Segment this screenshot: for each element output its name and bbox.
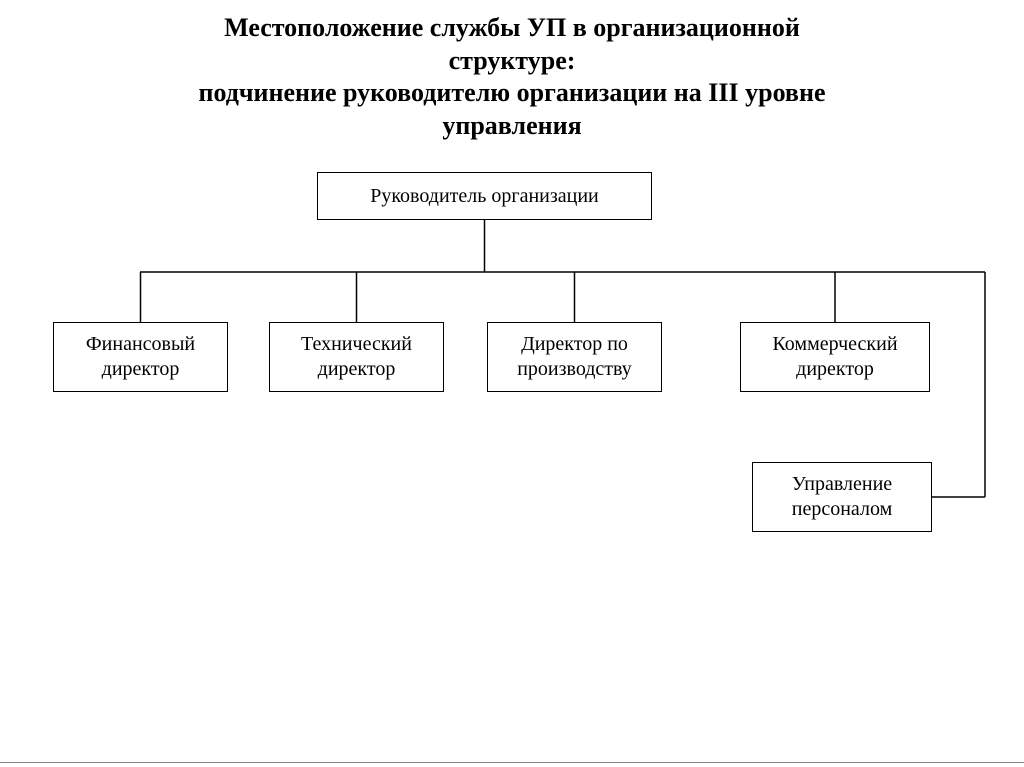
org-node-fin: Финансовый директор: [53, 322, 228, 392]
org-node-comm: Коммерческий директор: [740, 322, 930, 392]
title-line-2: структуре:: [449, 46, 576, 75]
bottom-divider: [0, 762, 1024, 763]
page-title: Местоположение службы УП в организационн…: [0, 0, 1024, 142]
org-node-prod: Директор по производству: [487, 322, 662, 392]
title-line-4: управления: [442, 111, 581, 140]
org-chart: Руководитель организации Финансовый дирек…: [0, 142, 1024, 722]
org-node-tech: Технический директор: [269, 322, 444, 392]
org-chart-connectors: [0, 142, 1024, 722]
title-line-1: Местоположение службы УП в организационн…: [224, 13, 800, 42]
org-node-hr: Управление персоналом: [752, 462, 932, 532]
org-node-root: Руководитель организации: [317, 172, 652, 220]
title-line-3: подчинение руководителю организации на I…: [199, 78, 826, 107]
